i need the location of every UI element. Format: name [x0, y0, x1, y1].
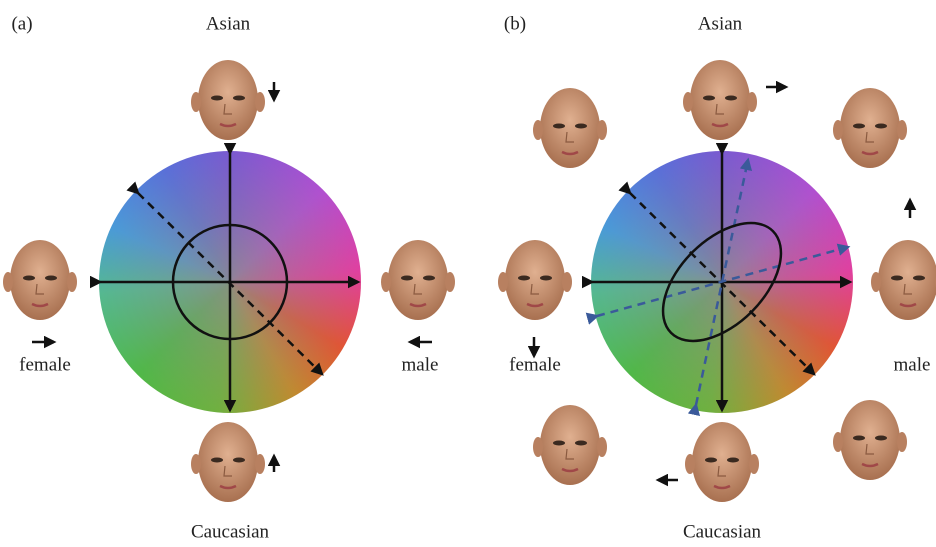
face — [3, 240, 77, 320]
panel-label: (a) — [11, 13, 32, 34]
page: (a) Asian female male Caucasian (b) Asia… — [0, 0, 936, 547]
axis-label: male — [402, 354, 439, 375]
panel-label: (b) — [504, 13, 526, 34]
axis-label: female — [509, 354, 561, 375]
face — [191, 422, 265, 502]
axis-label: female — [19, 354, 71, 375]
face — [498, 240, 572, 320]
face — [533, 405, 607, 485]
face — [685, 422, 759, 502]
face — [191, 60, 265, 140]
axis-label: Asian — [206, 13, 251, 34]
axis-label: Caucasian — [191, 521, 270, 542]
axis-label: Caucasian — [683, 521, 762, 542]
panel-a: (a) Asian female male Caucasian — [3, 13, 455, 542]
panel-b: (b) Asian female male Caucasian — [498, 13, 936, 542]
face — [871, 240, 936, 320]
axis-label: male — [894, 354, 931, 375]
face — [533, 88, 607, 168]
face — [833, 400, 907, 480]
axis-label: Asian — [698, 13, 743, 34]
face — [381, 240, 455, 320]
face — [833, 88, 907, 168]
figure: (a) Asian female male Caucasian (b) Asia… — [0, 0, 936, 547]
face — [683, 60, 757, 140]
